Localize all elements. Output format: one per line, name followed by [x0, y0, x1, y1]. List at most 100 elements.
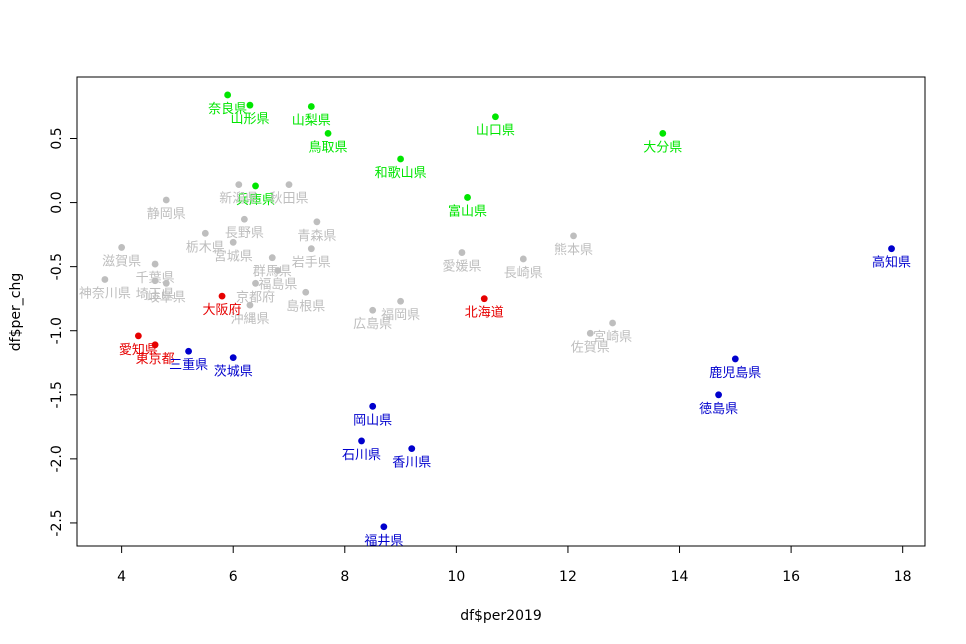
data-point	[185, 347, 192, 355]
point-label: 鹿児島県	[709, 365, 761, 381]
data-point	[151, 341, 159, 349]
point-label: 香川県	[392, 456, 431, 471]
data-point	[659, 129, 667, 137]
point-label: 長崎県	[504, 266, 543, 281]
point-label: 山口県	[476, 124, 515, 139]
y-tick-label: -0.5	[49, 253, 65, 280]
data-point	[397, 297, 404, 305]
point-label: 徳島県	[699, 402, 738, 417]
data-point	[888, 245, 895, 253]
point-label: 秋田県	[269, 192, 308, 207]
point-label: 沖縄県	[230, 312, 269, 327]
point-label: 神奈川県	[79, 286, 131, 301]
data-point	[380, 523, 388, 531]
y-axis: -2.5 -2.0 -1.5 -1.0 -0.5 0.0 0.5	[49, 127, 78, 537]
point-label: 東京都	[136, 351, 175, 367]
point-label: 福島県	[258, 277, 297, 292]
point-label: 和歌山県	[375, 166, 427, 181]
data-point	[302, 288, 310, 296]
x-tick-label: 14	[671, 569, 689, 585]
y-tick-label: 0.5	[49, 127, 65, 149]
data-point	[307, 245, 315, 253]
data-point	[151, 260, 159, 268]
data-point	[118, 244, 126, 251]
data-point	[201, 229, 209, 237]
data-point	[162, 196, 170, 204]
point-label: 長野県	[225, 226, 264, 241]
data-point	[570, 232, 577, 240]
data-point	[252, 279, 259, 287]
data-point	[313, 218, 321, 226]
x-tick-label: 12	[559, 569, 577, 585]
point-label: 三重県	[169, 357, 208, 373]
point-label: 山形県	[230, 112, 269, 127]
point-label: 広島県	[353, 317, 392, 332]
data-point	[609, 319, 616, 327]
point-label: 福井県	[364, 534, 403, 549]
point-label: 兵庫県	[236, 193, 275, 208]
data-point	[369, 306, 377, 314]
data-point	[492, 113, 499, 121]
data-point	[268, 254, 276, 262]
x-tick-label: 16	[782, 569, 800, 585]
point-label: 島根県	[286, 299, 325, 314]
point-label: 大分県	[643, 140, 682, 155]
data-point	[480, 295, 488, 303]
x-axis-title: df$per2019	[460, 608, 542, 624]
data-point	[252, 182, 259, 190]
data-point	[397, 155, 404, 163]
point-label: 京都府	[236, 290, 275, 305]
data-point	[229, 238, 237, 246]
point-label: 奈良県	[208, 101, 247, 117]
data-point	[586, 329, 594, 337]
x-tick-label: 8	[340, 569, 349, 585]
data-point	[307, 103, 315, 110]
point-label: 熊本県	[554, 242, 593, 258]
y-tick-label: 0.0	[49, 191, 65, 213]
point-label: 佐賀県	[571, 340, 610, 355]
data-point	[715, 391, 722, 399]
x-tick-label: 10	[447, 569, 465, 585]
x-tick-label: 6	[229, 569, 238, 585]
data-point	[464, 194, 471, 201]
x-axis: 4 6 8 10 12 14 16 18	[117, 545, 912, 585]
point-label: 富山県	[448, 203, 487, 219]
point-label: 山梨県	[292, 113, 331, 128]
point-label: 大阪府	[203, 303, 242, 318]
data-point	[218, 292, 226, 300]
data-point	[408, 445, 416, 453]
data-point	[274, 267, 282, 274]
data-point	[246, 101, 254, 109]
data-point	[246, 301, 254, 309]
point-label: 北海道	[465, 306, 504, 321]
data-point	[151, 277, 159, 285]
point-label: 埼玉県	[136, 288, 175, 303]
point-label: 宮崎県	[593, 329, 632, 345]
data-point	[235, 181, 243, 189]
point-label: 石川県	[342, 448, 381, 463]
data-point	[134, 332, 142, 340]
data-point	[101, 276, 109, 283]
point-label: 青森県	[297, 229, 336, 244]
point-label: 新潟県	[219, 191, 258, 207]
point-label: 愛知県	[119, 342, 158, 358]
data-point	[369, 402, 377, 410]
y-tick-label: -1.0	[49, 317, 65, 344]
data-point	[358, 437, 365, 445]
y-tick-label: -1.5	[49, 381, 65, 408]
point-label: 群馬県	[253, 265, 292, 280]
point-label: 茨城県	[214, 365, 253, 380]
point-label: 滋賀県	[102, 254, 141, 269]
y-tick-label: -2.5	[49, 509, 65, 536]
x-tick-label: 4	[117, 569, 126, 585]
data-point	[224, 91, 232, 99]
data-point	[458, 249, 466, 256]
point-label: 高知県	[872, 255, 911, 271]
point-label: 福岡県	[381, 308, 420, 323]
data-point	[519, 255, 527, 263]
point-label: 鳥取県	[309, 140, 348, 155]
point-label: 岡山県	[353, 413, 392, 428]
data-point	[229, 354, 237, 362]
data-point	[285, 181, 293, 189]
point-label: 宮城県	[214, 248, 253, 264]
